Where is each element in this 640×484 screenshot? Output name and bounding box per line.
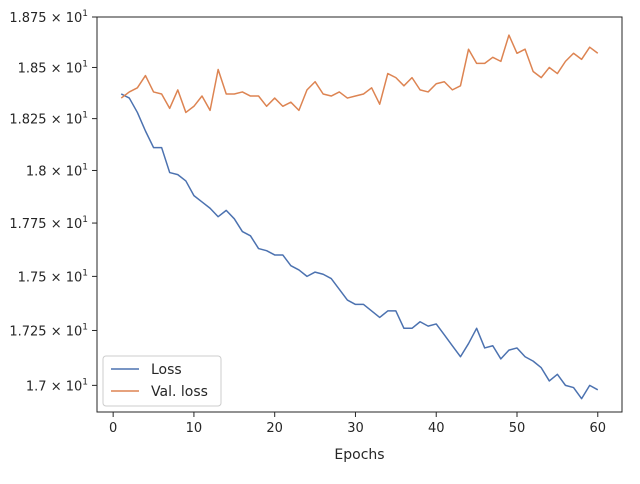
y-tick-label: 1.8 × 101	[26, 162, 88, 179]
x-tick-label: 0	[109, 421, 117, 436]
x-tick-label: 60	[589, 421, 606, 436]
x-tick-label: 20	[266, 421, 283, 436]
plot-lines	[120, 34, 599, 400]
axes-frame	[96, 16, 623, 413]
legend-label: Val. loss	[151, 384, 208, 400]
y-tick-label: 1.725 × 101	[9, 322, 88, 339]
legend-label: Loss	[151, 362, 182, 378]
series-line-val-loss	[120, 34, 599, 114]
y-tick-label: 1.875 × 101	[9, 9, 88, 26]
legend: Loss Val. loss	[102, 355, 222, 407]
y-tick-label: 1.7 × 101	[26, 377, 88, 394]
y-tick-label: 1.775 × 101	[9, 215, 88, 232]
y-axis: 1.7 × 101 1.725 × 101 1.75 × 101 1.775 × 10…	[9, 9, 97, 394]
x-tick-label: 30	[347, 421, 364, 436]
x-tick-label: 10	[186, 421, 203, 436]
y-tick-label: 1.85 × 101	[18, 59, 88, 76]
x-axis: 0 10 20 30 40 50 60	[109, 412, 606, 436]
x-axis-label: Epochs	[334, 447, 384, 463]
series-line-loss	[120, 93, 599, 400]
x-tick-label: 50	[509, 421, 526, 436]
x-tick-label: 40	[428, 421, 445, 436]
y-tick-label: 1.825 × 101	[9, 111, 88, 128]
y-tick-label: 1.75 × 101	[18, 268, 88, 285]
